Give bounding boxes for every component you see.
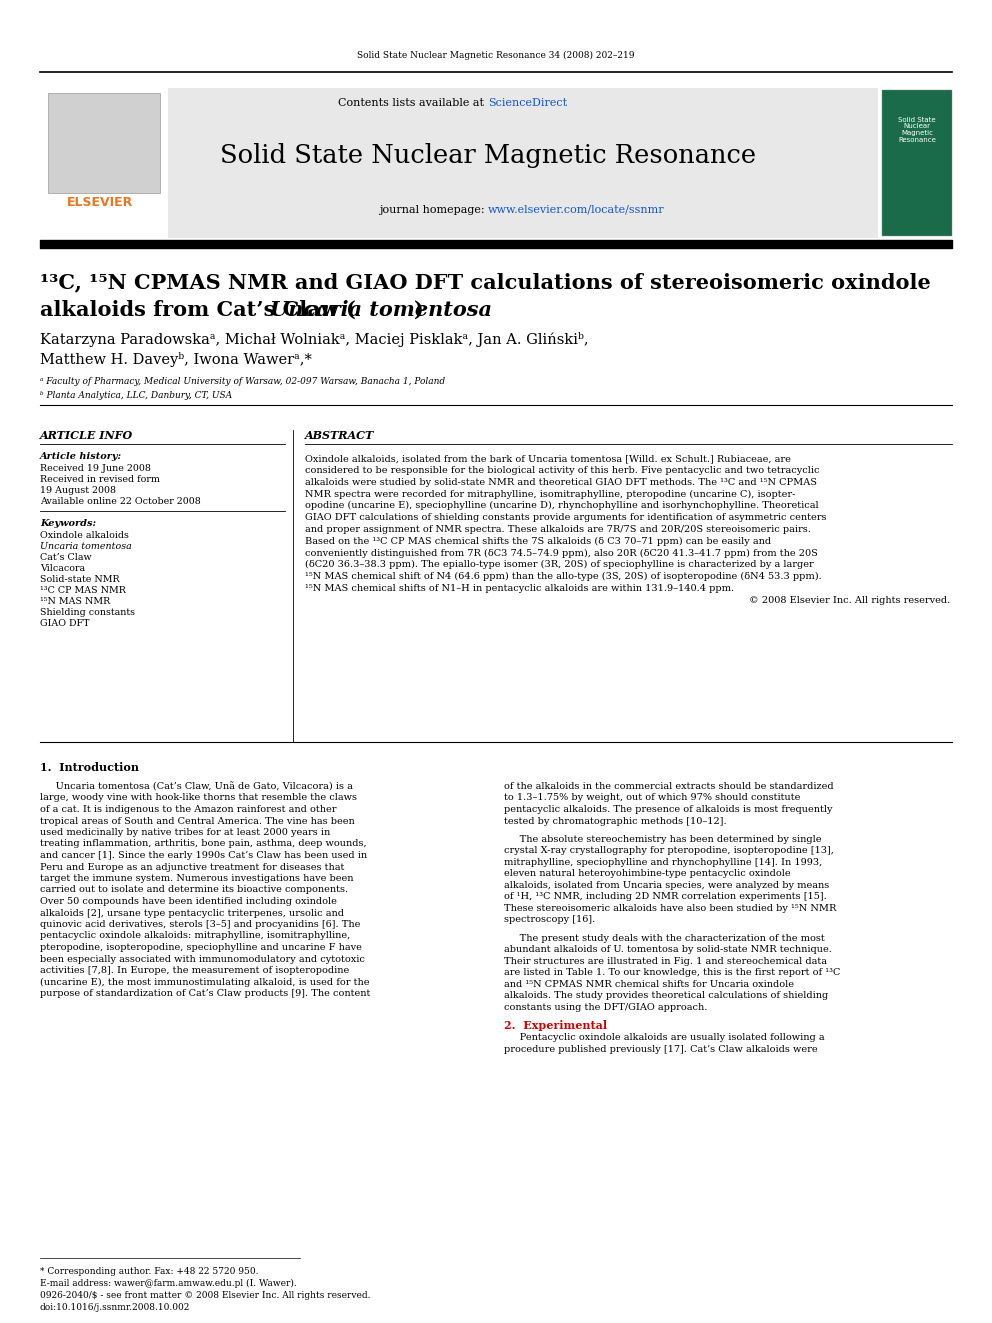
- Text: and proper assignment of NMR spectra. These alkaloids are 7R/7S and 20R/20S ster: and proper assignment of NMR spectra. Th…: [305, 525, 810, 533]
- Text: Katarzyna Paradowskaᵃ, Michał Wolniakᵃ, Maciej Pisklakᵃ, Jan A. Glińskiᵇ,: Katarzyna Paradowskaᵃ, Michał Wolniakᵃ, …: [40, 332, 588, 347]
- Text: Based on the ¹³C CP MAS chemical shifts the 7S alkaloids (δ C3 70–71 ppm) can be: Based on the ¹³C CP MAS chemical shifts …: [305, 537, 771, 545]
- Text: Their structures are illustrated in Fig. 1 and stereochemical data: Their structures are illustrated in Fig.…: [504, 957, 827, 966]
- Text: ¹⁵N MAS chemical shifts of N1–H in pentacyclic alkaloids are within 131.9–140.4 : ¹⁵N MAS chemical shifts of N1–H in penta…: [305, 583, 734, 593]
- Text: Cat’s Claw: Cat’s Claw: [40, 553, 91, 562]
- Text: alkaloids [2], ursane type pentacyclic triterpenes, ursolic and: alkaloids [2], ursane type pentacyclic t…: [40, 909, 344, 917]
- Text: ELSEVIER: ELSEVIER: [66, 196, 133, 209]
- Text: and ¹⁵N CPMAS NMR chemical shifts for Uncaria oxindole: and ¹⁵N CPMAS NMR chemical shifts for Un…: [504, 980, 794, 988]
- Text: eleven natural heteroyohimbine-type pentacyclic oxindole: eleven natural heteroyohimbine-type pent…: [504, 869, 791, 878]
- Text: Over 50 compounds have been identified including oxindole: Over 50 compounds have been identified i…: [40, 897, 337, 906]
- Text: purpose of standardization of Cat’s Claw products [9]. The content: purpose of standardization of Cat’s Claw…: [40, 990, 370, 998]
- Text: constants using the DFT/GIAO approach.: constants using the DFT/GIAO approach.: [504, 1003, 707, 1012]
- Text: 1.  Introduction: 1. Introduction: [40, 762, 139, 773]
- Text: Keywords:: Keywords:: [40, 519, 96, 528]
- Text: Pentacyclic oxindole alkaloids are usually isolated following a: Pentacyclic oxindole alkaloids are usual…: [504, 1033, 824, 1043]
- Text: 19 August 2008: 19 August 2008: [40, 486, 116, 495]
- Text: procedure published previously [17]. Cat’s Claw alkaloids were: procedure published previously [17]. Cat…: [504, 1045, 817, 1054]
- Text: ᵃ Faculty of Pharmacy, Medical University of Warsaw, 02-097 Warsaw, Banacha 1, P: ᵃ Faculty of Pharmacy, Medical Universit…: [40, 377, 445, 386]
- Text: Oxindole alkaloids: Oxindole alkaloids: [40, 531, 129, 540]
- Text: These stereoisomeric alkaloids have also been studied by ¹⁵N NMR: These stereoisomeric alkaloids have also…: [504, 904, 836, 913]
- FancyBboxPatch shape: [882, 90, 952, 235]
- Text: ): ): [414, 300, 424, 320]
- Text: ABSTRACT: ABSTRACT: [305, 430, 374, 441]
- Text: are listed in Table 1. To our knowledge, this is the first report of ¹³C: are listed in Table 1. To our knowledge,…: [504, 968, 840, 978]
- Text: Solid-state NMR: Solid-state NMR: [40, 576, 120, 583]
- Text: (uncarine E), the most immunostimulating alkaloid, is used for the: (uncarine E), the most immunostimulating…: [40, 978, 369, 987]
- Text: © 2008 Elsevier Inc. All rights reserved.: © 2008 Elsevier Inc. All rights reserved…: [749, 595, 950, 605]
- Text: abundant alkaloids of U. tomentosa by solid-state NMR technique.: abundant alkaloids of U. tomentosa by so…: [504, 946, 832, 954]
- Text: E-mail address: wawer@farm.amwaw.edu.pl (I. Wawer).: E-mail address: wawer@farm.amwaw.edu.pl …: [40, 1279, 297, 1289]
- Text: mitraphylline, speciophylline and rhynchophylline [14]. In 1993,: mitraphylline, speciophylline and rhynch…: [504, 857, 822, 867]
- Text: and cancer [1]. Since the early 1990s Cat’s Claw has been used in: and cancer [1]. Since the early 1990s Ca…: [40, 851, 367, 860]
- Text: 0926-2040/$ - see front matter © 2008 Elsevier Inc. All rights reserved.: 0926-2040/$ - see front matter © 2008 El…: [40, 1291, 370, 1301]
- Text: ScienceDirect: ScienceDirect: [488, 98, 567, 108]
- Text: ¹³C, ¹⁵N CPMAS NMR and GIAO DFT calculations of stereoisomeric oxindole: ¹³C, ¹⁵N CPMAS NMR and GIAO DFT calculat…: [40, 273, 930, 292]
- Text: Received 19 June 2008: Received 19 June 2008: [40, 464, 151, 474]
- Text: journal homepage:: journal homepage:: [379, 205, 488, 216]
- Text: Matthew H. Daveyᵇ, Iwona Wawerᵃ,*: Matthew H. Daveyᵇ, Iwona Wawerᵃ,*: [40, 352, 311, 366]
- Text: opodine (uncarine E), speciophylline (uncarine D), rhynchophylline and isorhynch: opodine (uncarine E), speciophylline (un…: [305, 501, 818, 511]
- Text: (δC20 36.3–38.3 ppm). The epiallo-type isomer (3R, 20S) of speciophylline is cha: (δC20 36.3–38.3 ppm). The epiallo-type i…: [305, 560, 813, 569]
- Text: crystal X-ray crystallography for pteropodine, isopteropodine [13],: crystal X-ray crystallography for pterop…: [504, 847, 834, 856]
- Text: to 1.3–1.75% by weight, out of which 97% should constitute: to 1.3–1.75% by weight, out of which 97%…: [504, 794, 801, 803]
- Text: carried out to isolate and determine its bioactive components.: carried out to isolate and determine its…: [40, 885, 348, 894]
- Text: Solid State Nuclear Magnetic Resonance: Solid State Nuclear Magnetic Resonance: [220, 143, 756, 168]
- Text: activities [7,8]. In Europe, the measurement of isopteropodine: activities [7,8]. In Europe, the measure…: [40, 966, 349, 975]
- Text: of ¹H, ¹³C NMR, including 2D NMR correlation experiments [15].: of ¹H, ¹³C NMR, including 2D NMR correla…: [504, 893, 826, 901]
- Text: Shielding constants: Shielding constants: [40, 609, 135, 617]
- Text: 2.  Experimental: 2. Experimental: [504, 1020, 607, 1032]
- Text: Peru and Europe as an adjunctive treatment for diseases that: Peru and Europe as an adjunctive treatme…: [40, 863, 344, 872]
- Text: conveniently distinguished from 7R (δC3 74.5–74.9 ppm), also 20R (δC20 41.3–41.7: conveniently distinguished from 7R (δC3 …: [305, 549, 817, 557]
- FancyBboxPatch shape: [168, 89, 878, 238]
- Text: Contents lists available at: Contents lists available at: [338, 98, 488, 108]
- Text: www.elsevier.com/locate/ssnmr: www.elsevier.com/locate/ssnmr: [488, 205, 665, 216]
- Text: target the immune system. Numerous investigations have been: target the immune system. Numerous inves…: [40, 875, 353, 882]
- Text: Solid State Nuclear Magnetic Resonance 34 (2008) 202–219: Solid State Nuclear Magnetic Resonance 3…: [357, 50, 635, 60]
- Text: alkaloids. The study provides theoretical calculations of shielding: alkaloids. The study provides theoretica…: [504, 991, 828, 1000]
- Text: The present study deals with the characterization of the most: The present study deals with the charact…: [504, 934, 824, 943]
- Text: GIAO DFT: GIAO DFT: [40, 619, 89, 628]
- Text: alkaloids from Cat’s Claw (: alkaloids from Cat’s Claw (: [40, 300, 356, 320]
- Text: spectroscopy [16].: spectroscopy [16].: [504, 916, 595, 925]
- FancyBboxPatch shape: [48, 93, 160, 193]
- Text: Solid State
Nuclear
Magnetic
Resonance: Solid State Nuclear Magnetic Resonance: [898, 116, 935, 143]
- Text: quinovic acid derivatives, sterols [3–5] and procyanidins [6]. The: quinovic acid derivatives, sterols [3–5]…: [40, 919, 360, 929]
- Text: pentacyclic alkaloids. The presence of alkaloids is most frequently: pentacyclic alkaloids. The presence of a…: [504, 804, 832, 814]
- Text: Uncaria tomentosa: Uncaria tomentosa: [270, 300, 491, 320]
- Text: used medicinally by native tribes for at least 2000 years in: used medicinally by native tribes for at…: [40, 828, 330, 837]
- Text: Article history:: Article history:: [40, 452, 122, 460]
- Text: ARTICLE INFO: ARTICLE INFO: [40, 430, 133, 441]
- Text: pteropodine, isopteropodine, speciophylline and uncarine F have: pteropodine, isopteropodine, speciophyll…: [40, 943, 362, 953]
- Text: Uncaria tomentosa: Uncaria tomentosa: [40, 542, 132, 550]
- Text: alkaloids were studied by solid-state NMR and theoretical GIAO DFT methods. The : alkaloids were studied by solid-state NM…: [305, 478, 817, 487]
- Text: tropical areas of South and Central America. The vine has been: tropical areas of South and Central Amer…: [40, 816, 355, 826]
- Text: doi:10.1016/j.ssnmr.2008.10.002: doi:10.1016/j.ssnmr.2008.10.002: [40, 1303, 190, 1312]
- Text: treating inflammation, arthritis, bone pain, asthma, deep wounds,: treating inflammation, arthritis, bone p…: [40, 840, 367, 848]
- Text: ¹⁵N MAS chemical shift of N4 (64.6 ppm) than the allo-type (3S, 20S) of isoptero: ¹⁵N MAS chemical shift of N4 (64.6 ppm) …: [305, 572, 821, 581]
- Text: Uncaria tomentosa (Cat’s Claw, Unã de Gato, Vilcacora) is a: Uncaria tomentosa (Cat’s Claw, Unã de Ga…: [40, 782, 353, 791]
- Text: ᵇ Planta Analytica, LLC, Danbury, CT, USA: ᵇ Planta Analytica, LLC, Danbury, CT, US…: [40, 392, 232, 400]
- Text: of the alkaloids in the commercial extracts should be standardized: of the alkaloids in the commercial extra…: [504, 782, 833, 791]
- Text: ¹³C CP MAS NMR: ¹³C CP MAS NMR: [40, 586, 126, 595]
- Text: been especially associated with immunomodulatory and cytotoxic: been especially associated with immunomo…: [40, 954, 365, 963]
- Text: * Corresponding author. Fax: +48 22 5720 950.: * Corresponding author. Fax: +48 22 5720…: [40, 1267, 259, 1275]
- Text: Received in revised form: Received in revised form: [40, 475, 160, 484]
- Text: Oxindole alkaloids, isolated from the bark of Uncaria tomentosa [Willd. ex Schul: Oxindole alkaloids, isolated from the ba…: [305, 454, 791, 463]
- Text: Vilcacora: Vilcacora: [40, 564, 85, 573]
- Text: alkaloids, isolated from Uncaria species, were analyzed by means: alkaloids, isolated from Uncaria species…: [504, 881, 829, 890]
- Text: tested by chromatographic methods [10–12].: tested by chromatographic methods [10–12…: [504, 816, 726, 826]
- Text: NMR spectra were recorded for mitraphylline, isomitraphylline, pteropodine (unca: NMR spectra were recorded for mitraphyll…: [305, 490, 796, 499]
- Text: GIAO DFT calculations of shielding constants provide arguments for identificatio: GIAO DFT calculations of shielding const…: [305, 513, 826, 523]
- Text: considered to be responsible for the biological activity of this herb. Five pent: considered to be responsible for the bio…: [305, 466, 819, 475]
- Text: Available online 22 October 2008: Available online 22 October 2008: [40, 497, 200, 505]
- Text: large, woody vine with hook-like thorns that resemble the claws: large, woody vine with hook-like thorns …: [40, 794, 357, 803]
- FancyBboxPatch shape: [40, 89, 168, 238]
- Text: pentacyclic oxindole alkaloids: mitraphylline, isomitraphylline,: pentacyclic oxindole alkaloids: mitraphy…: [40, 931, 350, 941]
- Text: of a cat. It is indigenous to the Amazon rainforest and other: of a cat. It is indigenous to the Amazon…: [40, 804, 336, 814]
- Text: ¹⁵N MAS NMR: ¹⁵N MAS NMR: [40, 597, 110, 606]
- Text: The absolute stereochemistry has been determined by single: The absolute stereochemistry has been de…: [504, 835, 821, 844]
